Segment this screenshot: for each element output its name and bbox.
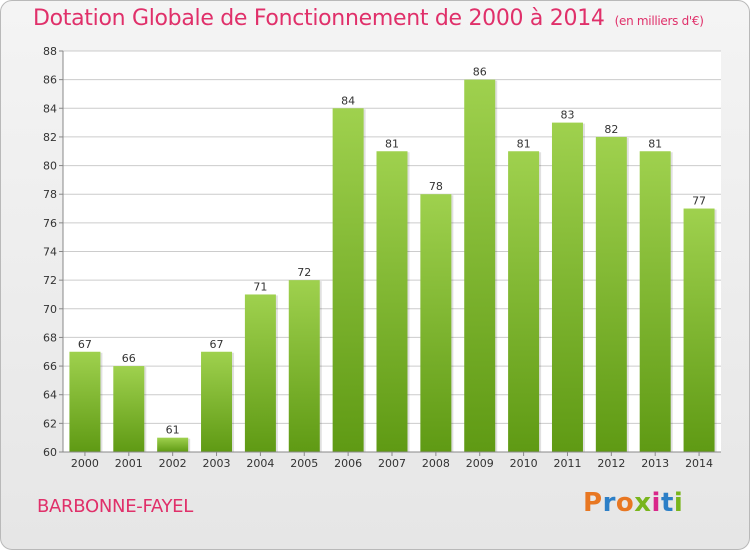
bar	[69, 351, 101, 452]
chart-title: Dotation Globale de Fonctionnement de 20…	[33, 6, 704, 31]
data-label: 83	[560, 109, 574, 122]
x-tick-label: 2002	[159, 457, 187, 470]
y-tick-label: 80	[43, 160, 57, 173]
x-tick-label: 2007	[378, 457, 406, 470]
x-tick-label: 2012	[597, 457, 625, 470]
x-tick-label: 2013	[641, 457, 669, 470]
data-label: 81	[385, 137, 399, 150]
chart-unit: (en milliers d'€)	[614, 14, 704, 28]
bar	[113, 366, 145, 452]
y-tick-label: 74	[43, 246, 57, 259]
data-label: 82	[604, 123, 618, 136]
y-tick-label: 86	[43, 74, 57, 87]
data-label: 67	[210, 338, 224, 351]
y-tick-label: 84	[43, 102, 57, 115]
data-label: 81	[517, 137, 531, 150]
data-label: 67	[78, 338, 92, 351]
proxiti-logo: Proxiti	[583, 488, 683, 518]
x-tick-label: 2006	[334, 457, 362, 470]
bar	[201, 351, 233, 452]
logo-letter: i	[651, 488, 661, 518]
data-label: 81	[648, 137, 662, 150]
x-tick-label: 2009	[466, 457, 494, 470]
data-label: 77	[692, 195, 706, 208]
logo-letter: P	[583, 488, 603, 518]
logo-letter: r	[602, 488, 616, 518]
y-tick-label: 78	[43, 188, 57, 201]
x-tick-label: 2000	[71, 457, 99, 470]
x-tick-label: 2011	[553, 457, 581, 470]
labels: 60 62 64 66 68 70 72 74 76 78 80 82 84 86 88 67 2000 66 20…	[43, 45, 713, 470]
y-tick-label: 64	[43, 389, 57, 402]
data-label: 86	[473, 66, 487, 79]
bar	[508, 151, 540, 452]
bars	[69, 79, 717, 453]
x-tick-label: 2004	[246, 457, 274, 470]
y-tick-label: 60	[43, 446, 57, 459]
logo-letter: o	[615, 488, 635, 518]
bar	[376, 151, 408, 452]
data-label: 72	[297, 266, 311, 279]
bar	[551, 122, 583, 452]
bar	[420, 194, 452, 452]
data-label: 84	[341, 94, 355, 107]
data-label: 66	[122, 352, 136, 365]
x-tick-label: 2005	[290, 457, 318, 470]
x-tick-label: 2008	[422, 457, 450, 470]
data-label: 61	[166, 424, 180, 437]
y-tick-label: 82	[43, 131, 57, 144]
y-tick-label: 70	[43, 303, 57, 316]
x-tick-label: 2010	[510, 457, 538, 470]
y-tick-label: 66	[43, 360, 57, 373]
y-tick-label: 88	[43, 45, 57, 58]
y-tick-label: 76	[43, 217, 57, 230]
x-tick-label: 2001	[115, 457, 143, 470]
chart-title-text: Dotation Globale de Fonctionnement de 20…	[33, 6, 605, 31]
bar	[288, 280, 320, 452]
data-label: 71	[253, 280, 267, 293]
y-tick-label: 72	[43, 274, 57, 287]
bar	[157, 437, 189, 452]
logo-letter: i	[673, 488, 684, 518]
place-name: BARBONNE-FAYEL	[37, 496, 193, 517]
y-tick-label: 62	[43, 417, 57, 430]
axes	[59, 50, 721, 456]
bar	[639, 151, 671, 452]
bar	[464, 79, 496, 453]
bar	[332, 108, 364, 453]
bar	[683, 208, 715, 452]
logo-letter: t	[660, 488, 674, 518]
bar	[595, 136, 627, 452]
y-tick-label: 68	[43, 331, 57, 344]
x-tick-label: 2003	[203, 457, 231, 470]
x-tick-label: 2014	[685, 457, 713, 470]
logo-letter: x	[634, 488, 652, 518]
data-label: 78	[429, 180, 443, 193]
bar	[244, 294, 276, 452]
